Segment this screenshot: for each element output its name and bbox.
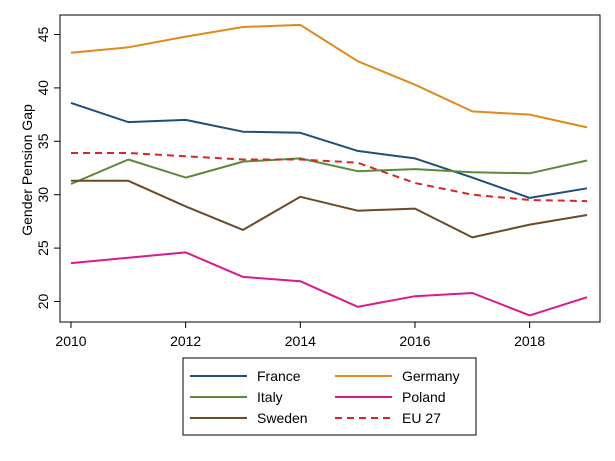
legend-label: Germany [402, 368, 460, 384]
series-line-italy [70, 157, 588, 185]
x-tick-label: 2012 [170, 333, 201, 349]
legend-label: EU 27 [402, 410, 441, 426]
x-tick-label: 2014 [285, 333, 316, 349]
series-line-eu-27 [71, 152, 588, 203]
legend: France Germany Italy Poland Sweden EU 27 [182, 357, 477, 436]
y-tick-label: 20 [35, 294, 51, 310]
x-tick-label: 2010 [55, 333, 86, 349]
y-tick-label: 35 [35, 133, 51, 149]
y-tick-label: 25 [35, 240, 51, 256]
legend-label: Poland [402, 389, 446, 405]
series-line-poland [70, 251, 588, 317]
plot-area [59, 14, 601, 323]
y-tick-label: 30 [35, 187, 51, 203]
y-tick-label: 40 [35, 80, 51, 96]
legend-label: Italy [257, 389, 283, 405]
series-line-germany [70, 23, 588, 129]
x-tick-label: 2016 [399, 333, 430, 349]
y-axis-label: Gender Pension Gap [19, 104, 35, 236]
legend-label: Sweden [257, 410, 308, 426]
y-tick-label: 45 [35, 27, 51, 43]
x-tick-label: 2018 [514, 333, 545, 349]
legend-label: France [257, 368, 301, 384]
series-line-sweden [71, 179, 588, 239]
series-line-france [70, 101, 588, 199]
